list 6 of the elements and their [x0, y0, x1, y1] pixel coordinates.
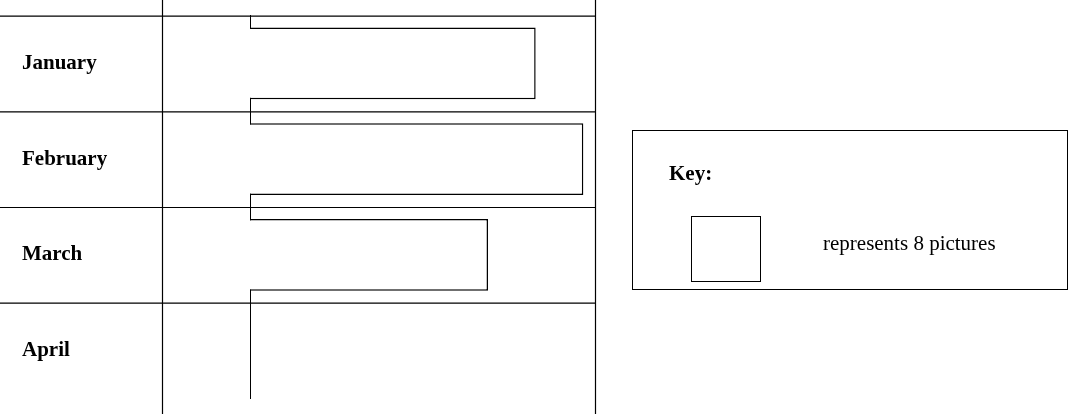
- text: represents 8 pictures: [823, 231, 996, 256]
- y-tick-label: February: [22, 145, 108, 170]
- legend-title: Key:: [669, 161, 713, 186]
- y-tick-label: January: [22, 49, 98, 74]
- y-tick-label: March: [22, 241, 83, 266]
- y-tick-label: April: [22, 336, 70, 361]
